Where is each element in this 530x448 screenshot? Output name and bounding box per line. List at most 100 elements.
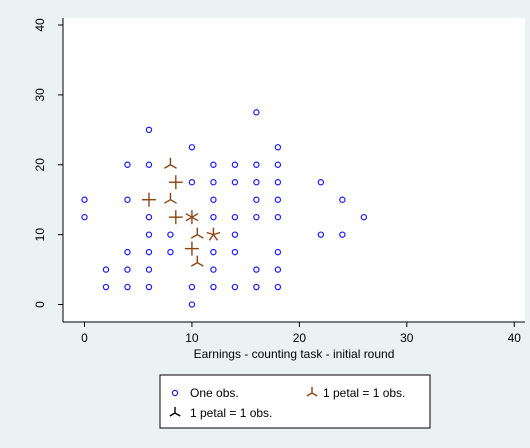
sunflower-petal: [191, 213, 199, 218]
scatter-point: [188, 301, 196, 308]
x-axis-ticks: 0 10 20 30 40: [81, 322, 521, 345]
scatter-point: [124, 283, 131, 291]
y-tick-label: 10: [33, 228, 47, 242]
scatter-point: [231, 248, 239, 256]
scatter-point: [339, 231, 346, 238]
scatter-point: [210, 213, 217, 221]
scatter-point: [339, 196, 346, 203]
legend-sunflower-brown: [306, 387, 318, 397]
y-tick-label: 0: [33, 301, 47, 308]
x-tick-label: 40: [508, 331, 522, 345]
sunflower-marker: [141, 192, 156, 207]
legend: One obs. 1 petal = 1 obs. 1 petal = 1 ob…: [159, 374, 431, 429]
sunflower-petal: [174, 412, 181, 417]
scatter-point: [145, 161, 153, 168]
scatter-point: [124, 248, 131, 256]
x-tick-label: 0: [81, 331, 88, 345]
legend-circle-marker: [171, 389, 179, 397]
sunflower-petal: [196, 234, 204, 239]
scatter-point: [145, 126, 153, 134]
sunflower-marker: [168, 175, 183, 190]
legend-label-petal-2: 1 petal = 1 obs.: [190, 406, 272, 420]
x-tick-label: 20: [293, 331, 307, 345]
scatter-point: [210, 161, 217, 168]
scatter-point: [274, 179, 282, 186]
scatter-point: [274, 266, 282, 273]
scatter-point: [274, 248, 282, 256]
sunflower-petal: [164, 199, 171, 204]
scatter-point: [274, 196, 282, 203]
y-tick-label: 40: [33, 18, 47, 32]
scatter-point: [102, 283, 110, 291]
scatter-point: [145, 231, 153, 238]
scatter-point: [317, 179, 325, 186]
scatter-point: [253, 266, 260, 273]
scatter-point: [274, 161, 282, 168]
sunflower-petal: [185, 216, 193, 222]
sunflower-markers: [141, 157, 221, 267]
sunflower-petal: [206, 231, 214, 236]
scatter-point: [124, 161, 131, 168]
scatter-point: [317, 231, 325, 238]
sunflower-marker: [190, 255, 204, 267]
scatter-point: [274, 283, 282, 291]
scatter-point: [274, 144, 282, 151]
sunflower-petal: [208, 234, 214, 241]
scatter-point: [231, 231, 239, 238]
scatter-point: [253, 213, 260, 221]
scatter-point: [231, 283, 239, 291]
data-points: [81, 109, 368, 308]
y-tick-label: 20: [33, 158, 47, 172]
scatter-point: [124, 196, 131, 203]
sunflower-marker: [168, 210, 183, 225]
legend-petal-marker-brown: [306, 387, 318, 397]
sunflower-petal: [212, 234, 219, 241]
legend-sunflower-black: [169, 407, 181, 417]
x-axis-title: Earnings - counting task - initial round: [194, 347, 395, 361]
sunflower-petal: [190, 234, 198, 239]
scatter-point: [253, 109, 260, 116]
scatter-point: [253, 161, 260, 168]
sunflower-marker: [206, 227, 221, 241]
scatter-point: [167, 231, 174, 238]
scatter-point: [102, 266, 110, 273]
scatter-point: [145, 248, 153, 256]
sunflower-marker: [164, 192, 177, 204]
sunflower-petal: [196, 261, 204, 267]
y-tick-label: 30: [33, 88, 47, 102]
sunflower-petal: [306, 392, 313, 397]
scatter-point: [253, 196, 260, 203]
scatter-point: [145, 266, 153, 273]
scatter-point: [167, 248, 174, 256]
legend-label-one-obs: One obs.: [190, 386, 239, 400]
sunflower-petal: [190, 261, 198, 267]
sunflower-petal: [164, 164, 171, 169]
x-tick-label: 30: [400, 331, 414, 345]
sunflower-marker: [164, 157, 177, 169]
sunflower-petal: [191, 216, 199, 222]
sunflower-petal: [213, 231, 221, 236]
legend-label-petal-1: 1 petal = 1 obs.: [323, 386, 405, 400]
y-axis-ticks: 0 10 20 30 40: [33, 18, 63, 308]
scatter-point: [188, 144, 196, 151]
plot-area: [63, 18, 525, 322]
scatter-point: [231, 161, 239, 168]
scatter-point: [360, 213, 368, 221]
scatter-point: [210, 196, 217, 203]
sunflower-petal: [185, 213, 193, 218]
scatter-point: [145, 213, 153, 221]
scatter-point: [231, 179, 239, 186]
scatter-point: [124, 266, 131, 273]
scatter-point: [188, 179, 196, 186]
sunflower-petal: [311, 392, 318, 397]
scatter-point: [81, 196, 88, 203]
scatter-point: [253, 283, 260, 291]
sunflower-marker: [185, 210, 199, 225]
scatter-point: [210, 266, 217, 273]
sunflower-marker: [190, 227, 204, 239]
scatter-point: [188, 283, 196, 291]
scatter-point: [210, 248, 217, 256]
x-tick-label: 10: [185, 331, 199, 345]
scatter-point: [210, 179, 217, 186]
scatter-point: [81, 213, 88, 221]
